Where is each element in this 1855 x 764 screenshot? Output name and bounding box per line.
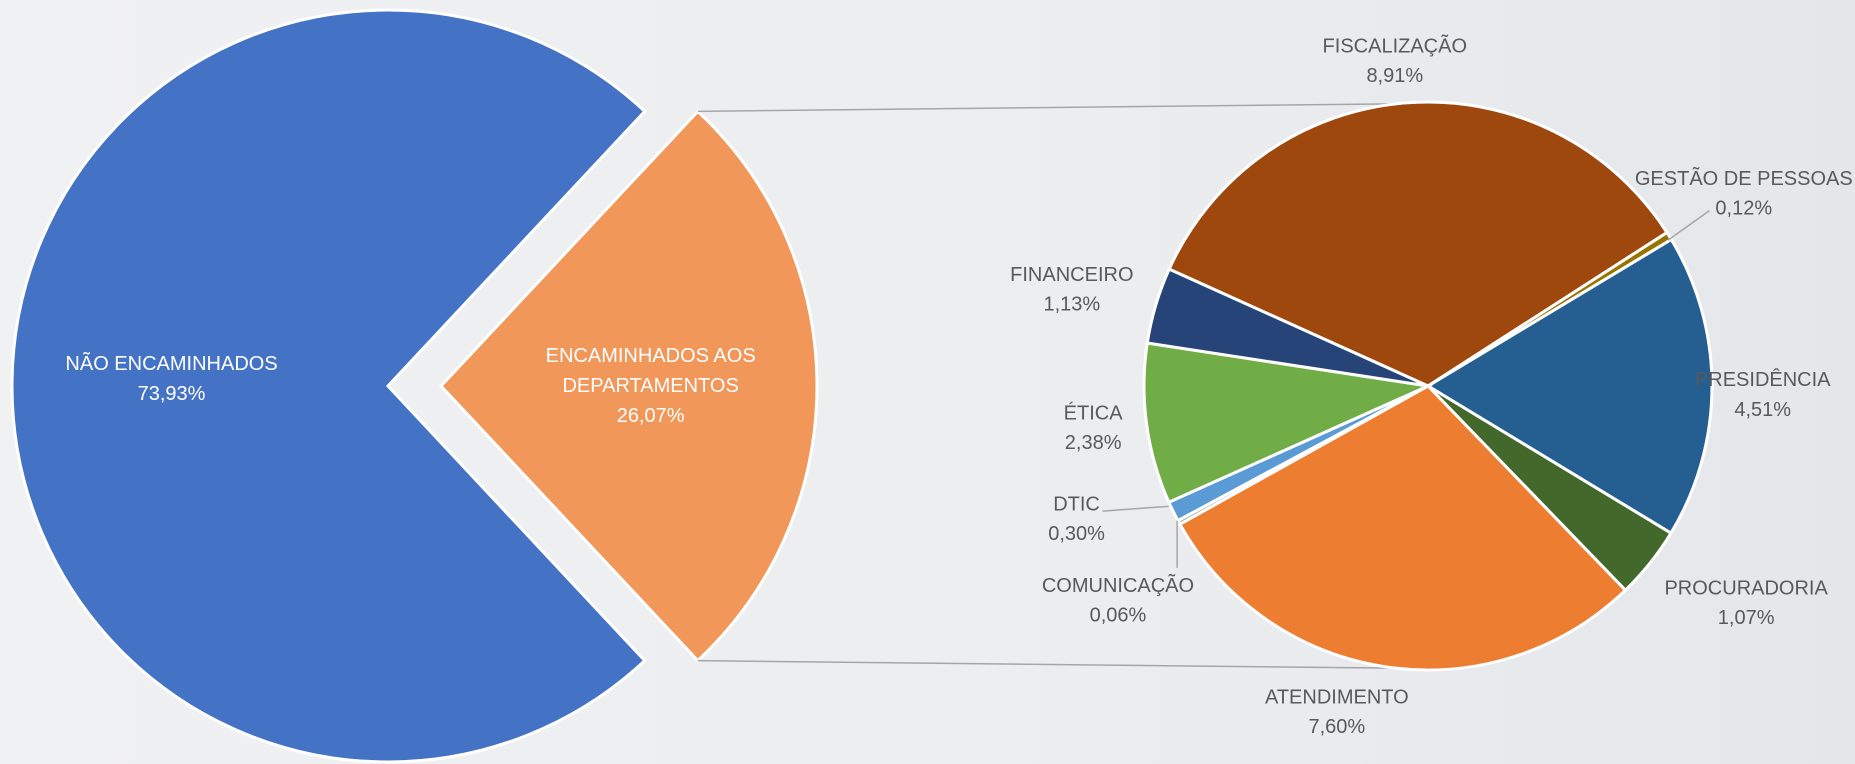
slice-label: NÃO ENCAMINHADOS 73,93% — [57, 349, 287, 409]
pie-slice — [1177, 384, 1628, 672]
pie-slice — [10, 8, 647, 764]
slice-name: PRESIDÊNCIA — [1695, 368, 1831, 391]
slice-name: FISCALIZAÇÃO — [1323, 34, 1467, 58]
slice-value: 7,60% — [1308, 716, 1365, 738]
slice-name: COMUNICAÇÃO — [1042, 573, 1194, 597]
slice-name: ENCAMINHADOS AOS DEPARTAMENTOS — [545, 344, 756, 397]
slice-name: FINANCEIRO — [1010, 264, 1133, 286]
slice-value: 8,91% — [1366, 65, 1423, 87]
pie-slice — [1142, 341, 1434, 505]
slice-label: ENCAMINHADOS AOS DEPARTAMENTOS 26,07% — [536, 341, 766, 431]
pie-slice — [1425, 237, 1714, 536]
connector-line — [697, 659, 1396, 669]
leader-line — [1667, 209, 1710, 241]
slice-value: 0,30% — [1048, 523, 1105, 545]
slice-value: 4,51% — [1734, 399, 1791, 421]
slice-name: ATENDIMENTO — [1265, 686, 1409, 708]
slice-name: GESTÃO DE PESSOAS — [1635, 166, 1853, 190]
slice-value: 26,07% — [616, 404, 685, 427]
slice-value: 1,07% — [1718, 607, 1775, 629]
connector-line — [697, 103, 1396, 113]
leader-line — [1102, 505, 1169, 512]
slice-value: 0,12% — [1715, 198, 1772, 220]
slice-name: PROCURADORIA — [1664, 577, 1828, 599]
slice-value: 1,13% — [1043, 294, 1100, 316]
slice-name: DTIC — [1053, 493, 1100, 515]
pie-slice — [1145, 267, 1429, 388]
slice-value: 73,93% — [137, 382, 206, 405]
slice-name: NÃO ENCAMINHADOS — [65, 352, 278, 375]
slice-value: 2,38% — [1065, 432, 1122, 454]
pie-slice — [1167, 100, 1670, 388]
slice-name: ÉTICA — [1064, 401, 1124, 424]
pie-slice — [438, 109, 819, 663]
slice-value: 0,06% — [1090, 605, 1147, 627]
